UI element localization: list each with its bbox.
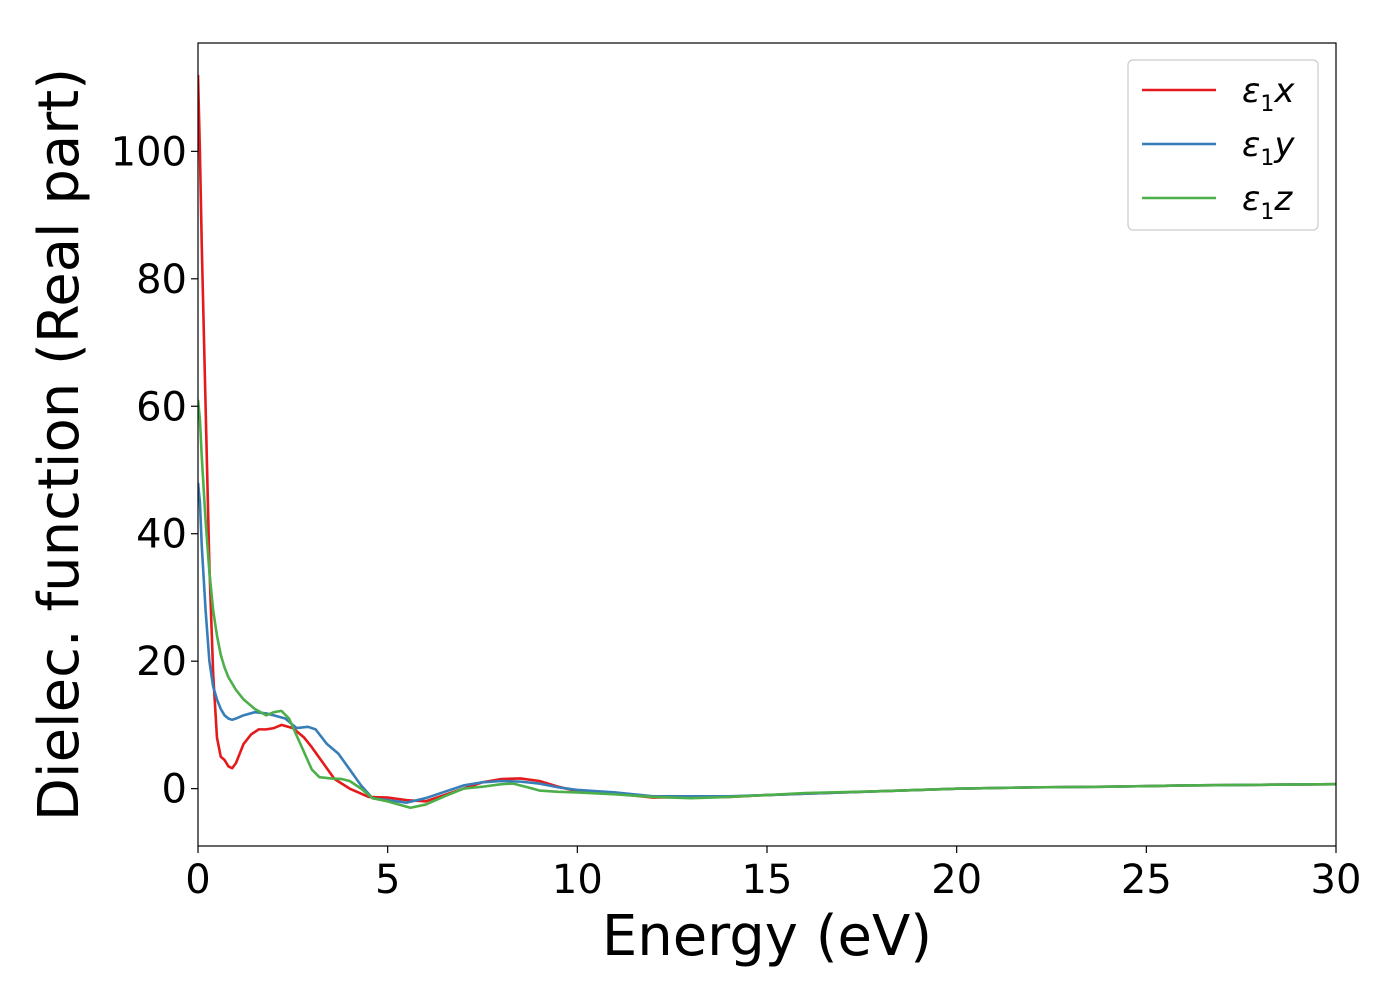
y-tick-label: 80 bbox=[136, 257, 187, 303]
y-tick-label: 40 bbox=[136, 512, 187, 558]
x-tick-label: 5 bbox=[375, 857, 400, 903]
legend-box bbox=[1127, 59, 1319, 231]
legend-label: ε1y bbox=[1242, 125, 1295, 171]
x-tick-label: 0 bbox=[185, 857, 210, 903]
x-axis: 0 5 10 15 20 25 30 bbox=[185, 846, 1361, 903]
x-tick-label: 20 bbox=[931, 857, 982, 903]
x-tick-label: 30 bbox=[1311, 857, 1362, 903]
legend-label: ε1x bbox=[1242, 71, 1295, 117]
y-tick-label: 0 bbox=[162, 767, 187, 813]
x-axis-title: Energy (eV) bbox=[602, 904, 932, 969]
x-tick-label: 25 bbox=[1121, 857, 1172, 903]
y-tick-label: 20 bbox=[136, 639, 187, 685]
legend-label: ε1z bbox=[1242, 179, 1293, 225]
y-axis: 0 20 40 60 80 100 bbox=[111, 129, 198, 813]
x-tick-label: 15 bbox=[742, 857, 793, 903]
series-line-z bbox=[198, 399, 1336, 810]
y-axis-title: Dielec. function (Real part) bbox=[27, 68, 92, 821]
series-layer bbox=[198, 74, 1336, 810]
legend: ε1x ε1y ε1z bbox=[1127, 59, 1319, 231]
y-tick-label: 60 bbox=[136, 384, 187, 430]
x-tick-label: 10 bbox=[552, 857, 603, 903]
y-tick-label: 100 bbox=[111, 129, 187, 175]
